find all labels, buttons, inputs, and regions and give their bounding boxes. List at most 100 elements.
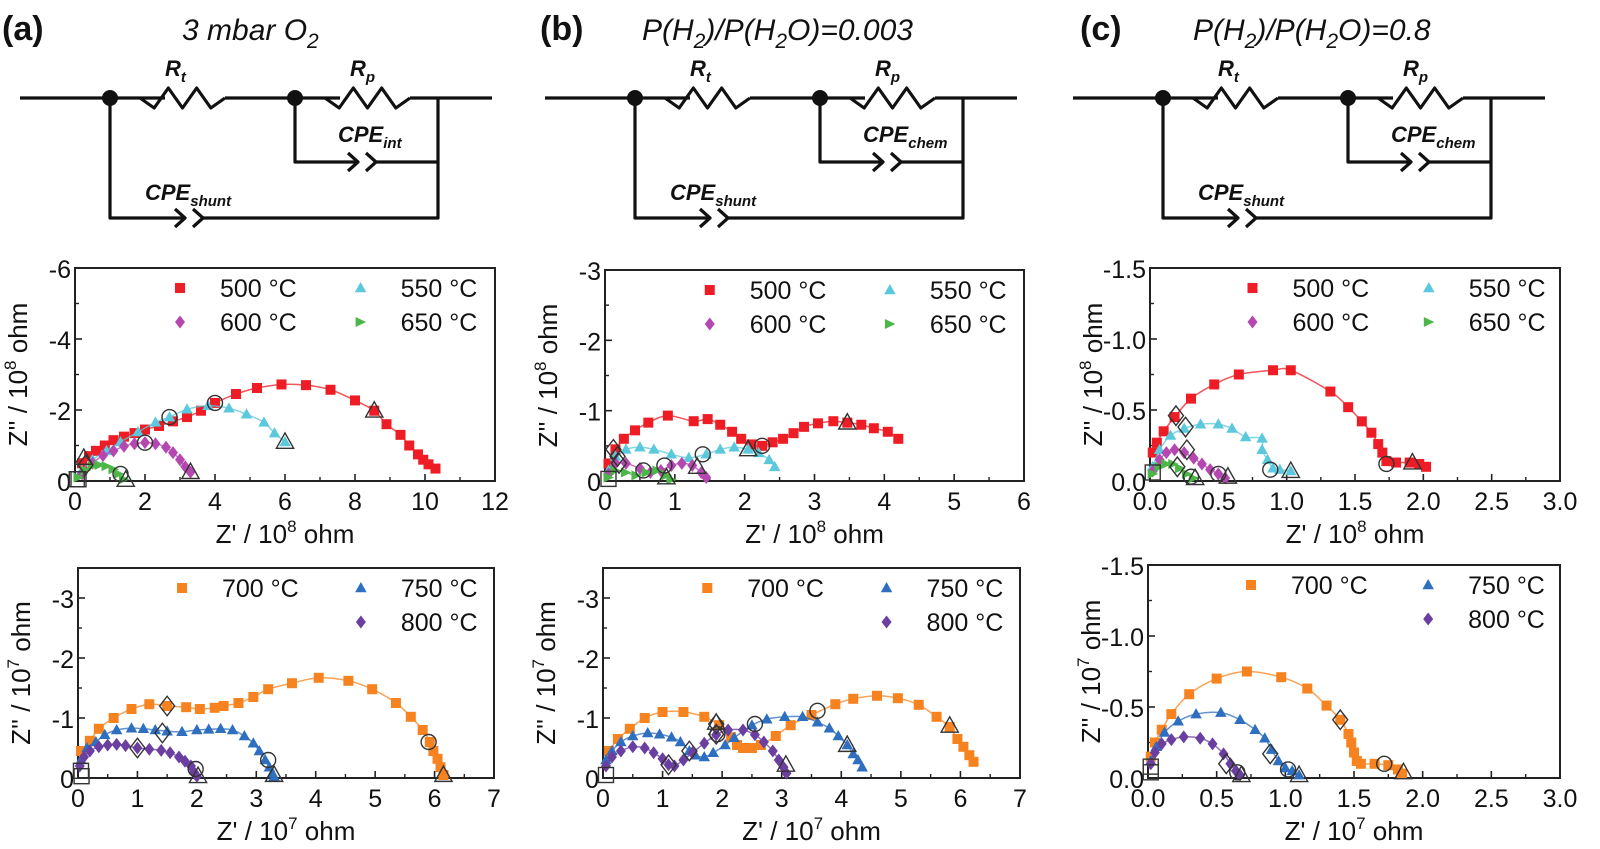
data-point: [823, 722, 836, 733]
x-tick-label: 2: [138, 488, 152, 516]
legend-label: 550 °C: [1469, 275, 1546, 303]
label-rp-main: R: [350, 56, 366, 81]
x-tick-label: 1.5: [1338, 488, 1373, 516]
data-point: [252, 382, 262, 393]
data-point: [678, 707, 689, 717]
label-rt-main: R: [165, 56, 181, 81]
x-tick-label: 1: [656, 785, 670, 813]
frequency-marker: [1231, 764, 1252, 783]
legend-item: 650 °C: [1423, 309, 1546, 337]
data-point: [666, 474, 677, 485]
legend-marker: [702, 583, 713, 593]
data-point: [676, 456, 687, 470]
legend-marker: [1423, 612, 1434, 626]
data-point: [1149, 745, 1160, 759]
legend-label: 600 °C: [220, 309, 297, 337]
data-point: [799, 421, 810, 432]
data-point: [113, 468, 125, 479]
y-axis-title: Z'' / 107 ohm: [529, 601, 561, 745]
data-point: [1172, 715, 1184, 726]
x-axis-title: Z' / 107 ohm: [217, 814, 356, 846]
data-point: [701, 470, 712, 484]
data-point: [657, 752, 668, 766]
data-point: [723, 723, 734, 737]
data-point: [892, 693, 903, 704]
x-tick-label: 0.0: [1131, 785, 1166, 813]
panel-letter-c: (c): [1080, 10, 1122, 48]
legend-label: 650 °C: [401, 309, 478, 337]
frequency-marker: [610, 452, 628, 475]
legend-label: 800 °C: [401, 609, 478, 637]
data-point: [699, 711, 710, 722]
label-rt-main: R: [1218, 56, 1234, 81]
legend-item: 550 °C: [884, 277, 1007, 305]
frequency-marker: [1279, 761, 1297, 778]
frequency-marker: [73, 768, 90, 785]
data-point: [1421, 461, 1432, 472]
frequency-marker: [1142, 764, 1159, 781]
data-point: [1335, 714, 1346, 725]
label-rt: Rt: [1218, 56, 1240, 86]
legend-label: 700 °C: [747, 575, 824, 603]
data-point: [630, 425, 641, 436]
panel-b-header: (b) P(H2)/P(H2O)=0.003: [540, 10, 913, 53]
data-point: [699, 736, 710, 750]
data-point: [108, 713, 119, 723]
frequency-marker: [1177, 416, 1194, 438]
x-tick-label: 6: [428, 785, 442, 813]
x-tick-label: 5: [947, 488, 961, 516]
y-tick-label: 0: [587, 469, 601, 497]
legend-label: 550 °C: [401, 275, 478, 303]
y-tick-label: 0.0: [1109, 766, 1144, 794]
legend: 700 °C 750 °C 800 °C: [177, 575, 478, 637]
series-700: [1145, 666, 1408, 779]
x-tick-label: 12: [481, 488, 509, 516]
data-point: [714, 720, 725, 731]
condition-title-c: P(H2)/P(H2O)=0.8: [1193, 14, 1431, 53]
frequency-marker: [753, 437, 771, 455]
label-rp: Rp: [875, 56, 900, 86]
y-tick-label: -1.0: [1103, 327, 1146, 355]
data-point: [852, 754, 864, 765]
legend-item: 800 °C: [881, 609, 1003, 637]
y-tick-label: -6: [49, 256, 71, 284]
data-point: [423, 459, 434, 470]
label-rp-sub: p: [365, 69, 375, 86]
frequency-marker: [656, 467, 677, 485]
data-point: [263, 684, 274, 695]
data-point: [1321, 700, 1332, 711]
wire: [1346, 98, 1411, 164]
data-point: [435, 762, 446, 773]
data-point: [1161, 446, 1172, 460]
data-point: [1164, 429, 1177, 440]
data-point: [728, 441, 740, 452]
legend-label: 650 °C: [930, 311, 1007, 339]
series-750: [1144, 706, 1305, 780]
frequency-marker: [837, 734, 858, 753]
data-point: [150, 437, 161, 451]
data-point: [1190, 708, 1202, 719]
label-cpe-inner-sub: int: [383, 135, 402, 152]
frequency-marker: [738, 438, 758, 457]
frequency-marker: [1280, 460, 1301, 479]
condition-main: 3 mbar O: [182, 14, 307, 47]
data-point: [770, 731, 781, 741]
data-point: [1414, 458, 1425, 469]
data-point: [1256, 432, 1268, 443]
data-point: [882, 426, 893, 437]
x-tick-label: 2.5: [1474, 488, 1509, 516]
x-tick-label: 0.5: [1201, 488, 1236, 516]
data-point: [767, 744, 778, 758]
x-tick-label: 10: [411, 488, 439, 516]
data-point: [301, 380, 311, 391]
frequency-marker: [420, 733, 437, 751]
data-point: [847, 748, 859, 759]
data-point: [1239, 430, 1252, 442]
data-point: [343, 675, 354, 686]
data-point: [1226, 422, 1238, 433]
series-700: [75, 672, 449, 780]
x-tick-label: 2.5: [1474, 785, 1509, 813]
data-point: [428, 746, 439, 756]
data-point: [678, 753, 689, 767]
data-point: [841, 739, 853, 750]
